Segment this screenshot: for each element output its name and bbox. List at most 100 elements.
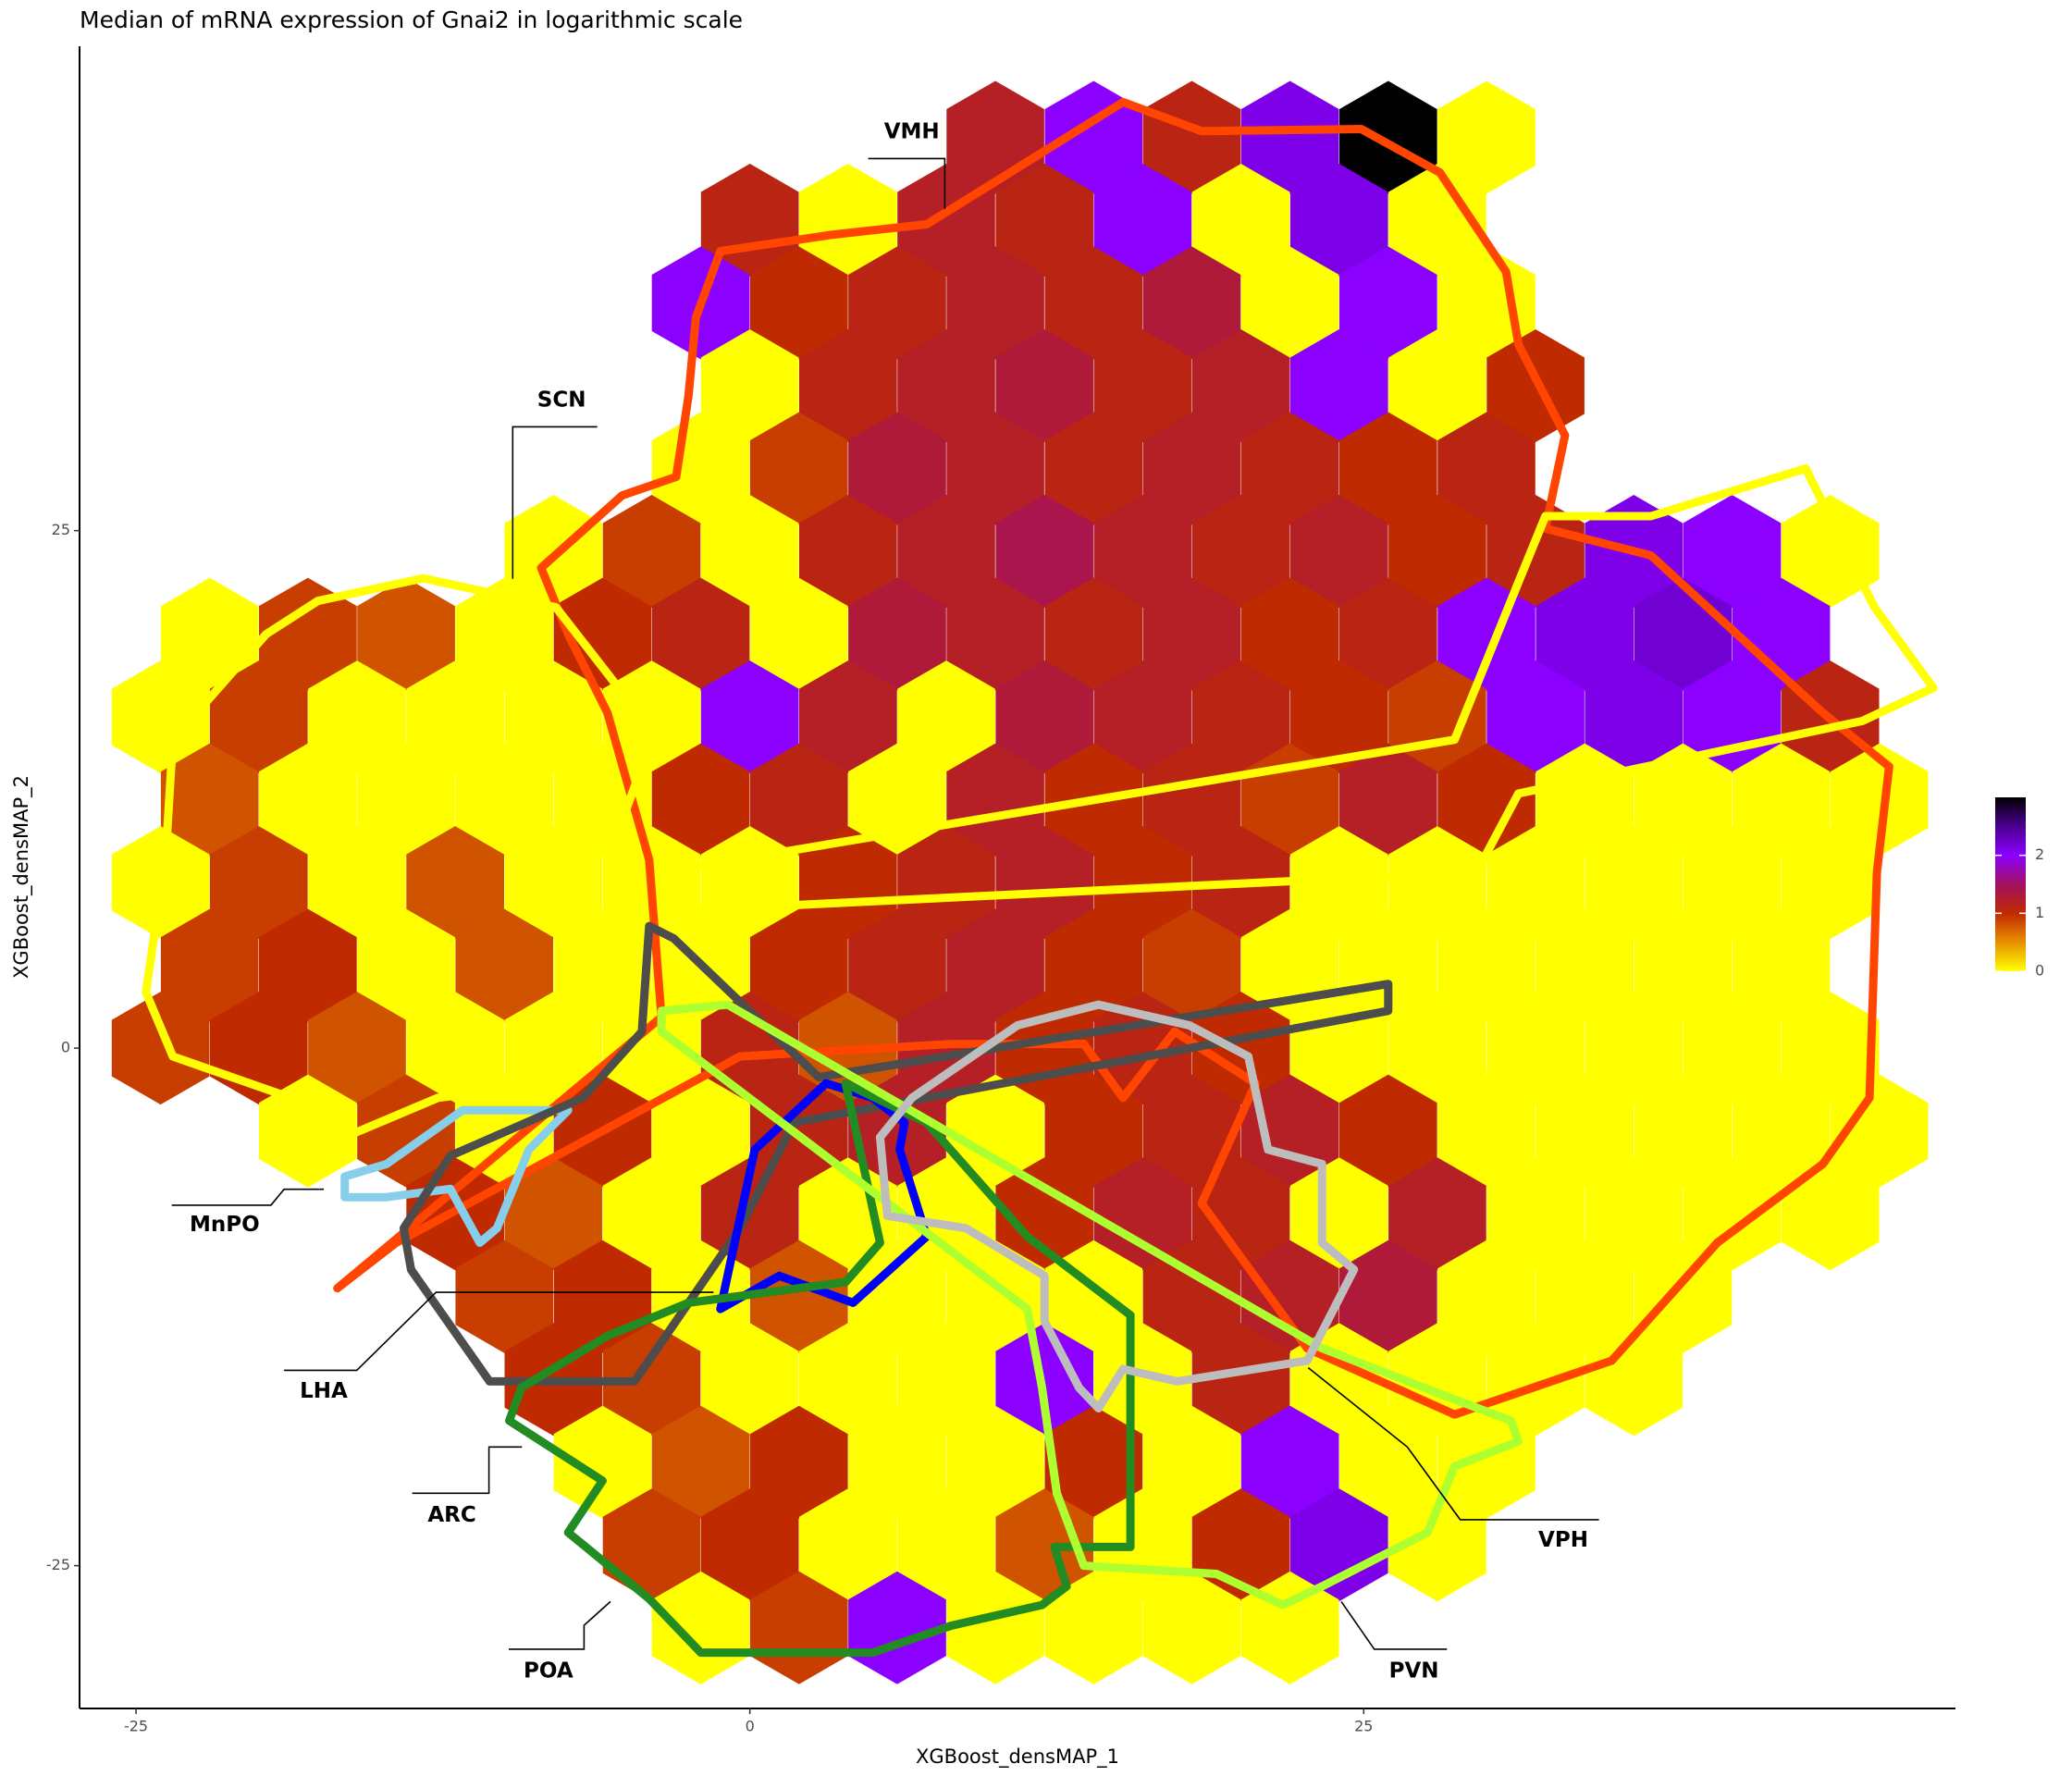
hexbin — [602, 1157, 701, 1271]
hexbin — [1339, 743, 1437, 857]
hexbin — [406, 660, 504, 774]
hexbin — [602, 660, 701, 774]
region-label: VPH — [1538, 1528, 1588, 1552]
leader-line — [284, 1291, 714, 1372]
hexbin — [995, 1157, 1093, 1271]
hexbin — [651, 1405, 750, 1519]
hexbin — [602, 495, 701, 608]
colorbar-tick-label: 2 — [2035, 845, 2044, 863]
hexbin — [504, 826, 603, 940]
hexbin — [1536, 1074, 1634, 1188]
hexbin — [1732, 908, 1831, 1022]
hexbin — [1683, 826, 1782, 940]
hexbin — [209, 660, 308, 774]
hexbin — [1781, 1157, 1880, 1271]
hexbin — [1388, 1488, 1486, 1602]
hexbin — [1437, 1405, 1536, 1519]
hexbin — [1585, 992, 1684, 1105]
hexbin — [1093, 826, 1192, 940]
colorbar-tick-label: 0 — [2035, 962, 2044, 980]
hexbin — [700, 329, 799, 442]
region-label: LHA — [300, 1379, 348, 1403]
hexbin — [1339, 246, 1437, 360]
hexbin — [799, 495, 897, 608]
hexbin — [848, 412, 946, 525]
x-axis-title: XGBoost_densMAP_1 — [916, 1745, 1119, 1769]
hexbin — [651, 577, 750, 691]
hexbin — [1437, 908, 1536, 1022]
hexbin — [651, 743, 750, 857]
hexbin — [749, 1405, 848, 1519]
hexbin — [1289, 992, 1388, 1105]
leader-line — [509, 1600, 611, 1650]
hexbin — [799, 164, 897, 277]
hexbin — [1142, 908, 1241, 1022]
region-outline — [875, 1000, 1359, 1412]
region-outline — [399, 921, 1393, 1386]
hexbin — [308, 992, 406, 1105]
hexbin — [1093, 164, 1192, 277]
hexbin — [1142, 1571, 1241, 1684]
hexbin — [259, 577, 357, 691]
hexbin — [1240, 577, 1339, 691]
hexbin — [1240, 1240, 1339, 1353]
hexbin — [1289, 164, 1388, 277]
hexbin — [700, 1323, 799, 1437]
hexbin — [1289, 1488, 1388, 1602]
hexbin — [1191, 1157, 1290, 1271]
hexbin — [504, 992, 603, 1105]
hexbin — [1142, 1405, 1241, 1519]
hexbin — [357, 743, 455, 857]
hexbin — [848, 1240, 946, 1353]
colorbar-tick-label: 1 — [2035, 904, 2044, 921]
hexbin — [1437, 743, 1536, 857]
hexbin — [1486, 1157, 1585, 1271]
chart-title: Median of mRNA expression of Gnai2 in lo… — [80, 6, 743, 33]
hexbin — [1781, 826, 1880, 940]
hexbin — [259, 908, 357, 1022]
hexbin — [1191, 660, 1290, 774]
hexbin — [111, 660, 210, 774]
hexbin — [1388, 826, 1486, 940]
region-outline — [657, 1000, 1523, 1610]
hexbin — [1732, 1074, 1831, 1188]
region-outline — [340, 1105, 573, 1247]
hexbin — [308, 826, 406, 940]
hexbin — [1093, 1157, 1192, 1271]
hexbin — [1240, 412, 1339, 525]
hexbin — [1142, 412, 1241, 525]
hexbin — [1536, 1240, 1634, 1353]
hexbin — [946, 577, 1044, 691]
hexbin — [897, 329, 995, 442]
hexbin — [1437, 1240, 1536, 1353]
colorbar — [1995, 797, 2026, 971]
hexbin — [1388, 1323, 1486, 1437]
leader-line — [868, 157, 946, 209]
hexbin — [406, 992, 504, 1105]
region-label: VMH — [884, 119, 940, 143]
hexbin — [1191, 329, 1290, 442]
hexbin — [1191, 164, 1290, 277]
hexbin — [946, 743, 1044, 857]
hexbin — [357, 908, 455, 1022]
hexbin — [1044, 577, 1143, 691]
hexbin — [1142, 743, 1241, 857]
hexbin — [1388, 1157, 1486, 1271]
hexbin — [259, 1074, 357, 1188]
hexbin — [995, 329, 1093, 442]
hexbin — [1142, 1074, 1241, 1188]
region-label: POA — [524, 1659, 574, 1684]
region-layer — [142, 97, 1938, 1658]
hexbin — [897, 1488, 995, 1602]
hexbin — [1289, 1157, 1388, 1271]
hexbin — [1437, 80, 1536, 194]
hexbin — [946, 412, 1044, 525]
hexbin — [1044, 1571, 1143, 1684]
hexbin — [1732, 743, 1831, 857]
hexbin — [1339, 412, 1437, 525]
hexbin — [1486, 826, 1585, 940]
hexbin — [308, 660, 406, 774]
hexbin — [995, 164, 1093, 277]
hexbin — [946, 1571, 1044, 1684]
hexbin — [1339, 80, 1437, 194]
